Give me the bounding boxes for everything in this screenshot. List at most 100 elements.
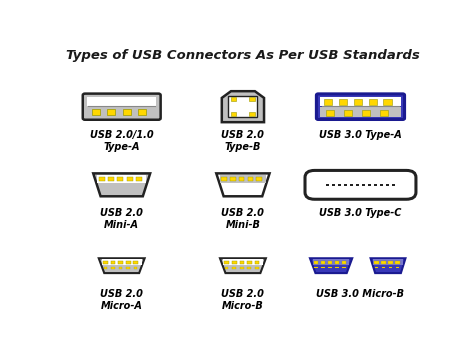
Bar [232,261,237,264]
Bar [380,110,388,116]
Text: USB 2.0
Type-B: USB 2.0 Type-B [221,130,264,152]
Bar [239,177,245,181]
Bar [350,184,353,186]
Bar [381,261,386,264]
Bar [111,261,116,264]
Bar [328,261,332,264]
Bar [320,97,401,106]
Bar [380,184,383,186]
Bar [392,184,395,186]
Text: USB 3.0 Type-A: USB 3.0 Type-A [319,130,402,140]
Bar [356,184,359,186]
Polygon shape [222,91,264,122]
Bar [256,177,262,181]
Bar [326,110,334,116]
Text: USB 3.0 Micro-B: USB 3.0 Micro-B [317,289,404,299]
Bar [354,99,362,105]
Bar [396,267,399,268]
Bar [332,184,335,186]
FancyBboxPatch shape [316,94,405,119]
Bar [320,107,401,117]
Text: Types of USB Connectors As Per USB Standards: Types of USB Connectors As Per USB Stand… [66,49,420,62]
Bar [232,267,236,268]
Bar [111,267,115,268]
Bar [328,267,332,268]
Bar [136,177,142,181]
Bar [369,99,377,105]
Bar [373,259,403,265]
Text: USB 2.0/1.0
Type-A: USB 2.0/1.0 Type-A [90,130,154,152]
Bar [337,184,341,186]
Bar [99,177,105,181]
Bar [247,177,253,181]
Bar [247,267,251,268]
Bar [118,177,123,181]
Bar [103,267,107,268]
Bar [362,184,365,186]
Bar [231,97,237,101]
Polygon shape [99,258,145,273]
Bar [382,267,385,268]
Text: USB 2.0
Mini-B: USB 2.0 Mini-B [221,208,264,230]
Text: USB 2.0
Micro-B: USB 2.0 Micro-B [221,289,264,311]
Bar [249,112,255,116]
Bar [133,261,138,264]
Bar [395,261,400,264]
Bar [97,175,146,183]
Polygon shape [93,173,150,196]
Bar [228,96,257,117]
Bar [240,267,244,268]
Bar [103,261,108,264]
Bar [335,267,338,268]
Bar [342,261,346,264]
Bar [134,267,137,268]
Bar [321,261,325,264]
Bar [247,261,252,264]
Polygon shape [310,258,352,273]
Bar [231,112,237,116]
Bar [362,110,370,116]
Bar [335,261,339,264]
Bar [225,267,228,268]
FancyBboxPatch shape [305,170,416,199]
Polygon shape [216,173,270,196]
Bar [91,109,100,115]
Bar [314,267,318,268]
Bar [126,261,131,264]
Bar [339,99,347,105]
Bar [344,110,352,116]
Bar [138,109,146,115]
Bar [314,261,319,264]
Bar [230,177,236,181]
Bar [127,177,133,181]
Bar [239,261,244,264]
Bar [374,184,377,186]
Bar [321,267,325,268]
Bar [223,259,263,265]
Bar [224,261,229,264]
Text: USB 2.0
Mini-A: USB 2.0 Mini-A [100,208,143,230]
Bar [313,259,349,265]
Bar [368,184,371,186]
Bar [221,177,227,181]
Bar [255,267,259,268]
Bar [108,177,114,181]
Bar [249,97,255,101]
Bar [344,184,347,186]
Polygon shape [371,258,405,273]
Bar [87,97,156,106]
Bar [374,267,378,268]
Bar [342,267,346,268]
Bar [326,184,329,186]
Bar [386,184,389,186]
Bar [374,261,379,264]
Text: USB 2.0
Micro-A: USB 2.0 Micro-A [100,289,143,311]
Polygon shape [220,258,266,273]
Bar [388,261,393,264]
Bar [118,261,123,264]
Bar [118,267,122,268]
Bar [220,175,266,183]
Bar [126,267,130,268]
Bar [123,109,131,115]
Bar [383,99,392,105]
